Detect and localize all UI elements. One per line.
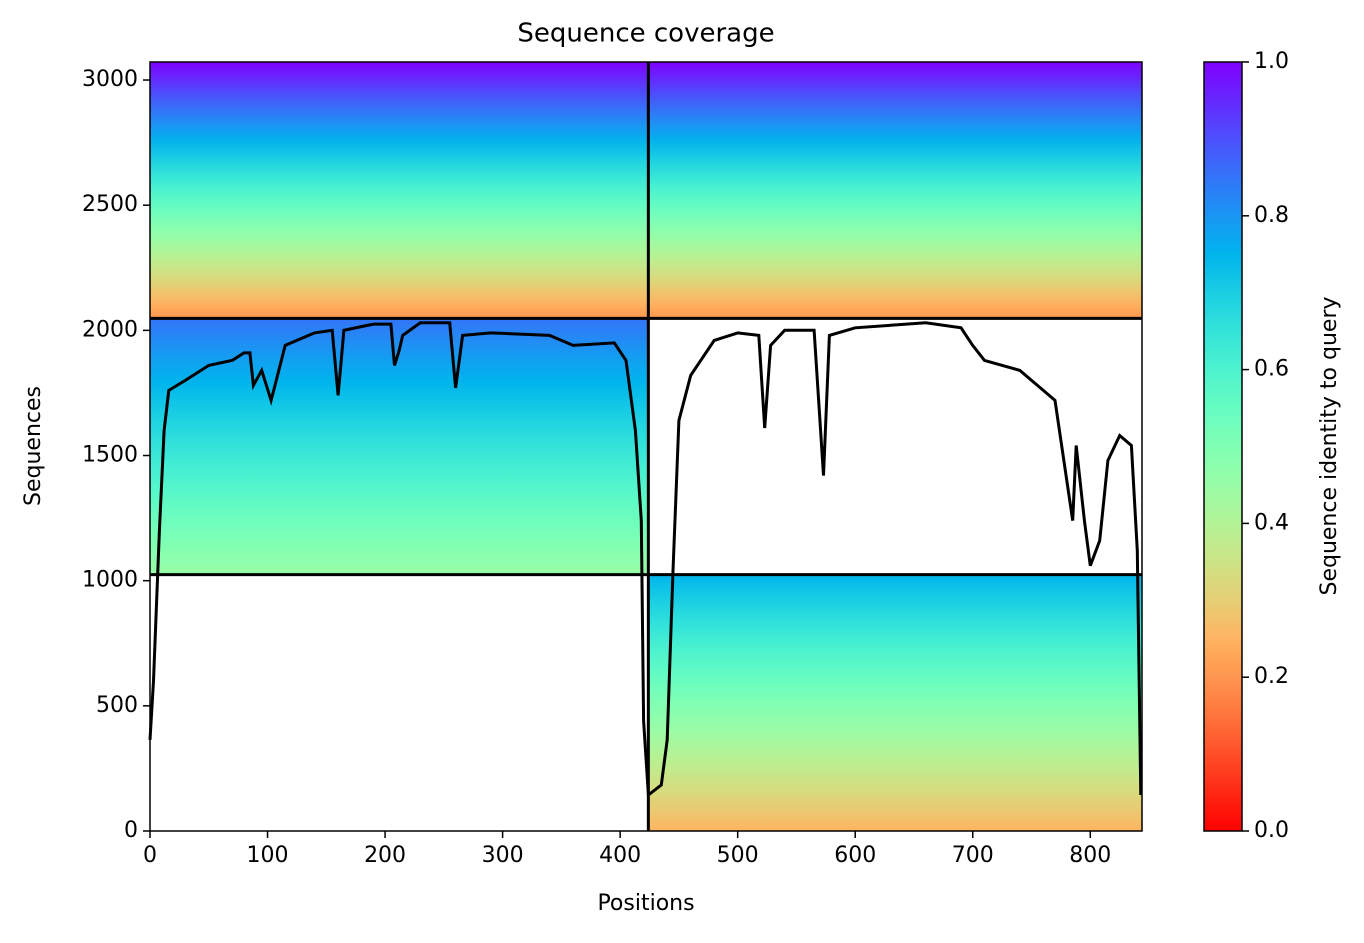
coverage-block bbox=[150, 62, 1142, 319]
y-axis-label: Sequences bbox=[21, 386, 46, 506]
y-tick-label: 0 bbox=[124, 818, 138, 843]
y-tick-label: 1500 bbox=[82, 443, 138, 468]
x-tick-label: 500 bbox=[717, 843, 759, 868]
coverage-block bbox=[648, 574, 1142, 831]
colorbar-tick-label: 0.2 bbox=[1254, 664, 1289, 689]
x-tick-label: 700 bbox=[952, 843, 994, 868]
y-tick-label: 1000 bbox=[82, 568, 138, 593]
y-tick-label: 2500 bbox=[82, 192, 138, 217]
colorbar-tick-label: 0.6 bbox=[1254, 357, 1289, 382]
colorbar-tick-label: 0.4 bbox=[1254, 510, 1289, 535]
x-tick-label: 800 bbox=[1069, 843, 1111, 868]
y-tick-label: 500 bbox=[96, 693, 138, 718]
colorbar-tick-label: 0.0 bbox=[1254, 818, 1289, 843]
coverage-line bbox=[148, 321, 1143, 798]
colorbar bbox=[1203, 61, 1243, 832]
colorbar-label: Sequence identity to query bbox=[1317, 296, 1342, 595]
x-axis-label: Positions bbox=[597, 891, 694, 916]
x-tick-label: 400 bbox=[599, 843, 641, 868]
chart-title: Sequence coverage bbox=[517, 19, 774, 49]
colorbar-tick-label: 0.8 bbox=[1254, 203, 1289, 228]
x-tick-label: 600 bbox=[834, 843, 876, 868]
x-tick-label: 0 bbox=[143, 843, 157, 868]
coverage-block bbox=[150, 318, 649, 575]
y-tick-label: 2000 bbox=[82, 317, 138, 342]
x-tick-label: 200 bbox=[364, 843, 406, 868]
y-tick-label: 3000 bbox=[82, 67, 138, 92]
x-tick-label: 100 bbox=[247, 843, 289, 868]
colorbar-tick-label: 1.0 bbox=[1254, 49, 1289, 74]
plot-frame bbox=[149, 61, 1143, 832]
x-tick-label: 300 bbox=[482, 843, 524, 868]
